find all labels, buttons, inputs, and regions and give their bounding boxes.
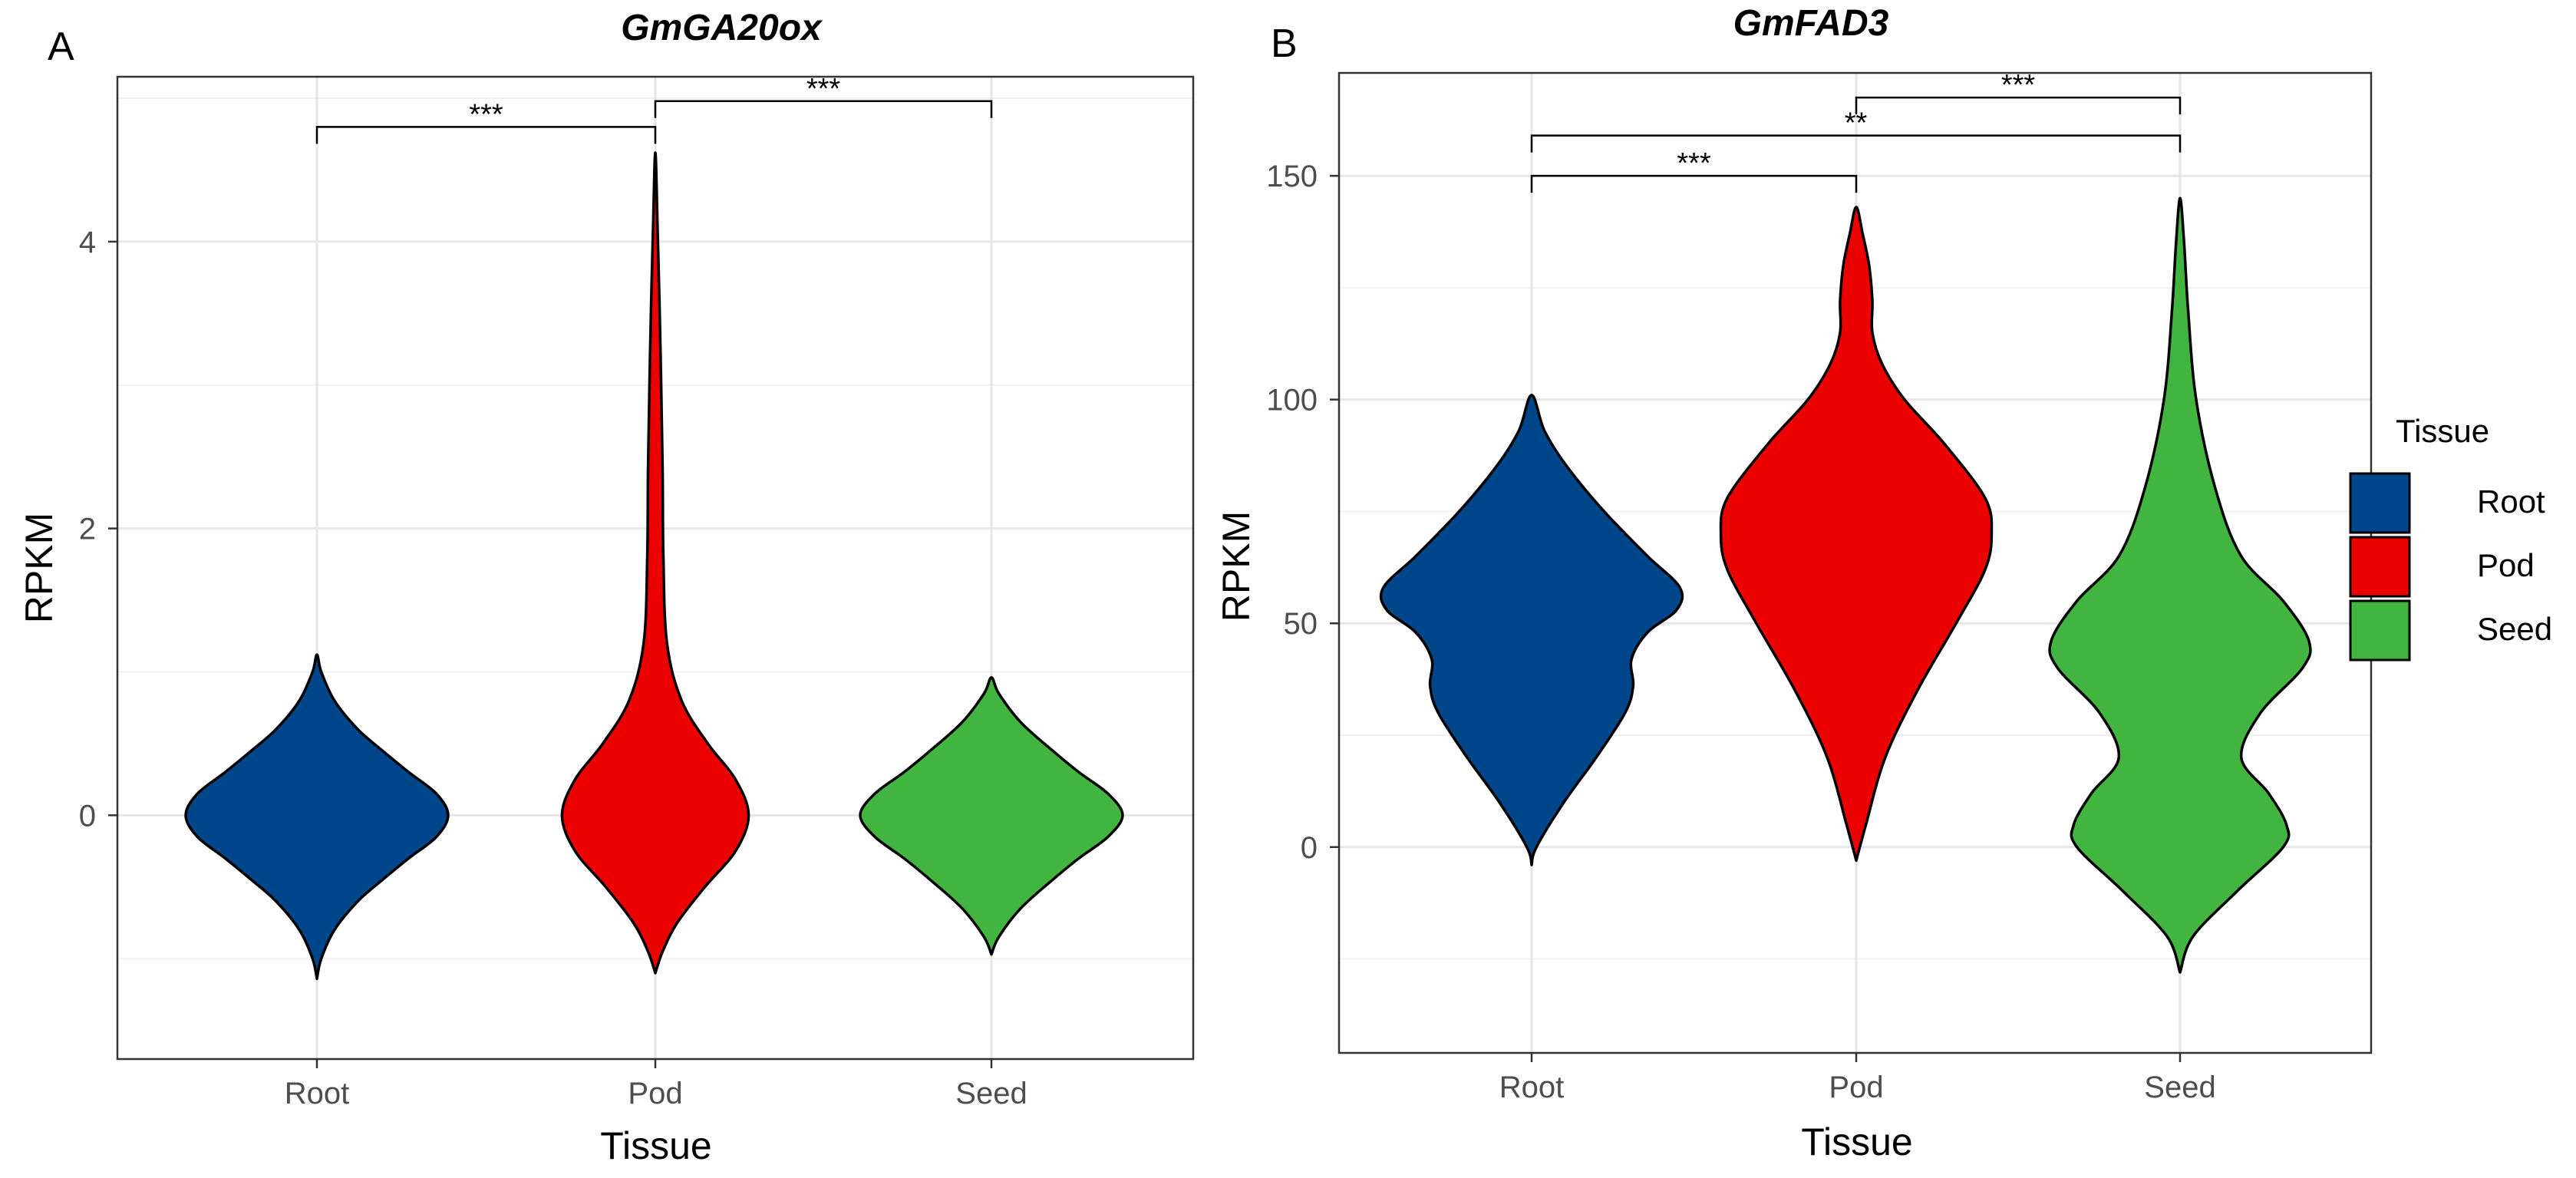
panel-b-title: GmFAD3 [1733, 3, 1889, 44]
panel-letter-b: B [1271, 21, 1298, 66]
legend-label-root: Root [2477, 483, 2545, 520]
panel-a-significance-label: *** [806, 73, 841, 105]
panel-b-y-tick-label: 100 [1266, 384, 1318, 417]
panel-b-significance-label: *** [1677, 147, 1711, 180]
panel-b-violins [1379, 196, 2312, 974]
legend-title: Tissue [2396, 413, 2489, 449]
legend-swatch-root [2349, 472, 2411, 534]
panel-b-y-tick-label: 150 [1266, 160, 1318, 193]
panel-a-significance-bracket [315, 126, 657, 144]
panel-a-violin-root [184, 653, 450, 981]
panel-a-y-tick-label: 2 [79, 513, 96, 546]
panel-a-x-axis-title: Tissue [600, 1124, 711, 1167]
panel-b-significance: ******** [1530, 69, 2182, 193]
legend-label-pod: Pod [2477, 547, 2535, 583]
panel-b-significance-bracket [1530, 174, 1858, 193]
panel-a-chart: 0 2 4 Root Pod Seed *** *** GmGA20ox Tissue RP… [18, 8, 1195, 1167]
panel-a-violins [184, 151, 1124, 981]
panel-a-ticks: 0 2 4 Root Pod Seed [79, 226, 1027, 1110]
panel-b-x-axis-title: Tissue [1801, 1120, 1912, 1163]
legend: Tissue Root Pod Seed [2349, 413, 2552, 662]
panel-b-significance-bracket [1855, 96, 2182, 115]
panel-b-ticks: 0 50 100 150 Root Pod Seed [1266, 160, 2215, 1104]
panel-letter-a: A [48, 25, 74, 69]
panel-a-violin-seed [859, 676, 1124, 956]
panel-a-y-axis-title: RPKM [18, 513, 61, 623]
panel-b-violin-pod [1719, 206, 1994, 863]
legend-label-seed: Seed [2477, 611, 2552, 647]
panel-a-x-tick-label-root: Root [285, 1077, 350, 1110]
panel-b-x-tick-label-pod: Pod [1829, 1071, 1883, 1104]
panel-b-x-tick-label-seed: Seed [2144, 1071, 2215, 1104]
panel-a-significance-label: *** [469, 98, 503, 130]
panel-b-y-tick-label: 0 [1301, 831, 1318, 865]
panel-a-significance-bracket [654, 100, 993, 118]
legend-swatch-seed [2349, 599, 2411, 662]
panel-b-violin-seed [2048, 196, 2312, 974]
panel-a-significance: *** *** [315, 73, 993, 144]
legend-swatch-pod [2349, 536, 2411, 598]
panel-b-y-axis-title: RPKM [1215, 511, 1258, 622]
panel-b-y-tick-label: 50 [1284, 607, 1318, 641]
panel-a-y-tick-label: 4 [79, 226, 96, 259]
panel-a-y-tick-label: 0 [79, 799, 96, 833]
panel-a-title: GmGA20ox [621, 8, 823, 48]
panel-a-violin-pod [560, 151, 750, 975]
panel-b-violin-root [1379, 394, 1684, 866]
panel-b-significance-bracket [1530, 134, 2182, 153]
panel-a-x-tick-label-pod: Pod [628, 1077, 682, 1110]
panel-b-x-tick-label-root: Root [1499, 1071, 1565, 1104]
panel-b-significance-label: *** [2001, 69, 2036, 101]
panel-a-x-tick-label-seed: Seed [955, 1077, 1027, 1110]
